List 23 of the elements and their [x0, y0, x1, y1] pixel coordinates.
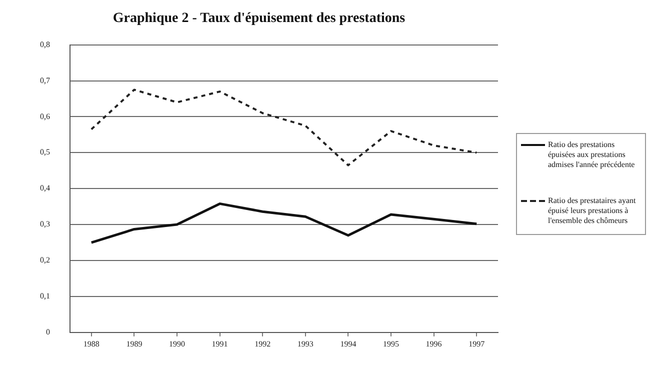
y-tick-label: 0,3 — [40, 220, 50, 229]
x-tick-label: 1996 — [426, 339, 442, 348]
y-tick-label: 0,1 — [40, 292, 50, 301]
x-tick-label: 1991 — [212, 339, 228, 348]
y-tick-label: 0,7 — [40, 76, 50, 85]
y-tick-label: 0,4 — [40, 184, 50, 193]
x-tick-label: 1994 — [340, 339, 356, 348]
chart-title: Graphique 2 - Taux d'épuisement des prestations — [112, 11, 406, 26]
x-tick-label: 1992 — [254, 339, 271, 348]
y-tick-label: 0,2 — [40, 256, 50, 265]
x-tick-label: 1995 — [383, 339, 399, 348]
legend-label: Ratio des prestations épuisées aux prestations admises l'année précédente — [548, 140, 636, 170]
x-tick-label: 1997 — [468, 339, 485, 348]
line-series — [90, 88, 478, 166]
y-tick-label: 0,6 — [40, 112, 50, 121]
x-tick-label: 1988 — [83, 339, 100, 348]
y-tick-label: 0 — [46, 327, 50, 336]
legend-label: Ratio des prestataires ayant épuisé leurs prestations à l'ensemble des chômeurs — [548, 196, 637, 226]
y-tick-label: 0,5 — [40, 148, 50, 157]
x-tick-label: 1993 — [297, 339, 314, 348]
x-tick-label: 1990 — [169, 339, 185, 348]
x-tick-label: 1989 — [126, 339, 142, 348]
y-tick-label: 0,8 — [40, 40, 50, 49]
